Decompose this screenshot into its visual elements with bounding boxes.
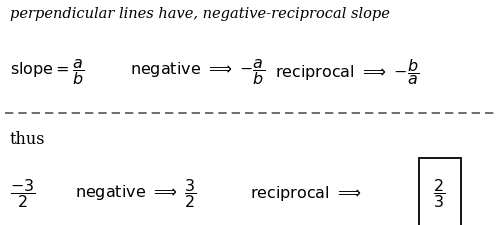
Text: $\dfrac{2}{3}$: $\dfrac{2}{3}$ xyxy=(434,177,446,210)
Text: $\mathrm{reciprocal}\ \Longrightarrow$: $\mathrm{reciprocal}\ \Longrightarrow$ xyxy=(250,184,362,203)
Text: $\mathrm{negative}\ \Longrightarrow\ \dfrac{3}{2}$: $\mathrm{negative}\ \Longrightarrow\ \df… xyxy=(75,177,196,210)
Text: $\mathrm{reciprocal}\ \Longrightarrow\ {-}\dfrac{b}{a}$: $\mathrm{reciprocal}\ \Longrightarrow\ {… xyxy=(275,57,420,87)
Text: $\dfrac{-3}{2}$: $\dfrac{-3}{2}$ xyxy=(10,177,36,210)
Text: perpendicular lines have, negative-reciprocal slope: perpendicular lines have, negative-recip… xyxy=(10,7,390,21)
Text: $\mathrm{slope} = \dfrac{a}{b}$: $\mathrm{slope} = \dfrac{a}{b}$ xyxy=(10,57,85,87)
Text: $\mathrm{negative}\ \Longrightarrow\ {-}\dfrac{a}{b}$: $\mathrm{negative}\ \Longrightarrow\ {-}… xyxy=(130,57,265,87)
Text: thus: thus xyxy=(10,131,46,148)
FancyBboxPatch shape xyxy=(418,158,461,225)
